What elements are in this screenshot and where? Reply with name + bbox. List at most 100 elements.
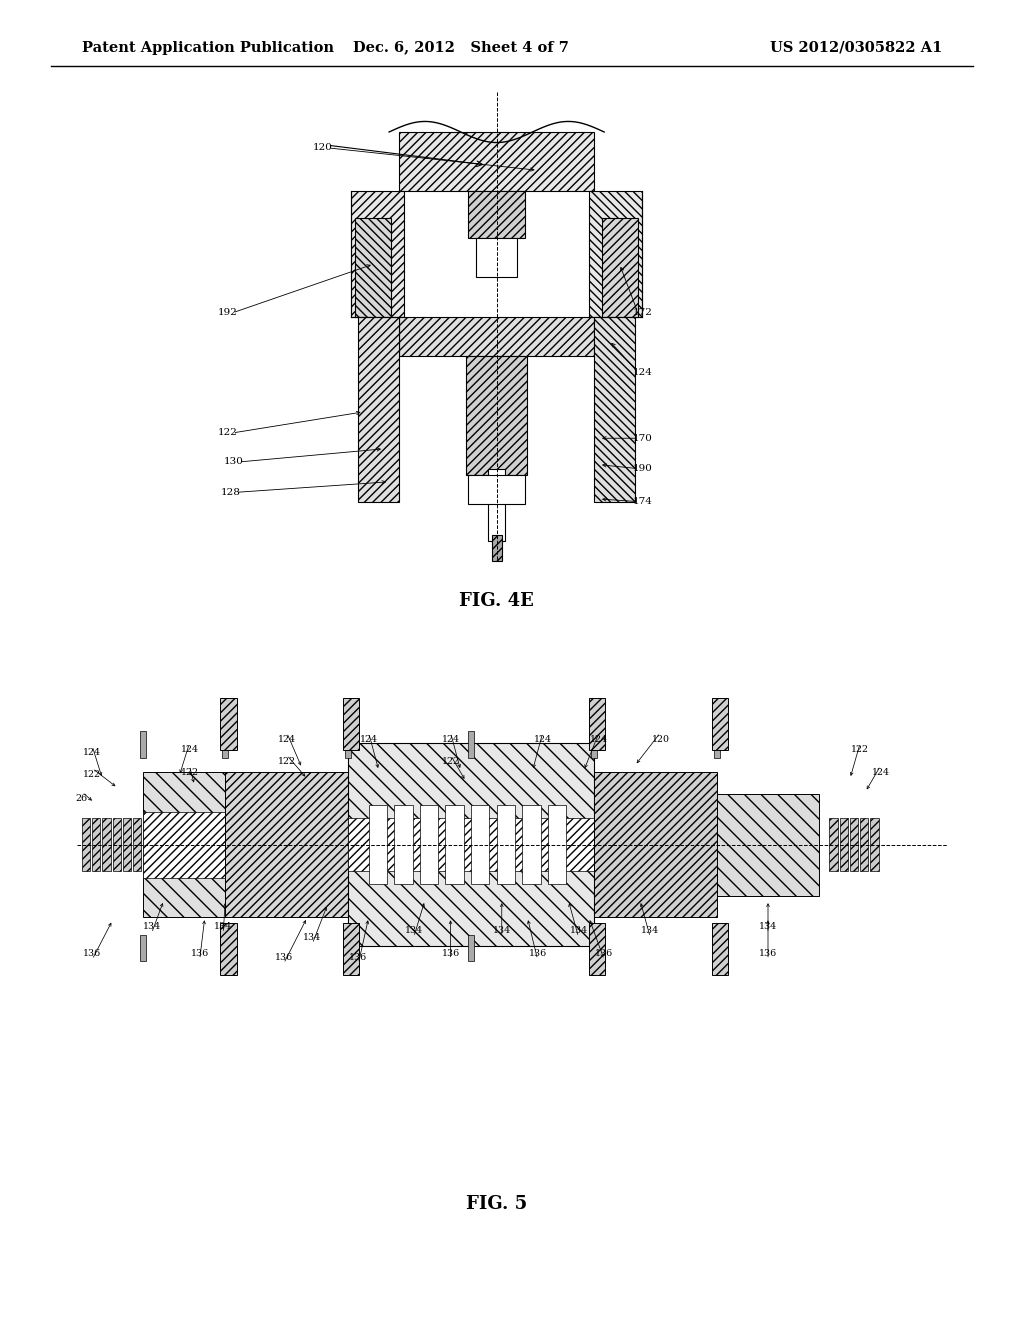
FancyBboxPatch shape xyxy=(220,923,237,975)
Text: 172: 172 xyxy=(633,309,653,317)
Bar xyxy=(870,818,879,871)
Bar xyxy=(123,818,131,871)
Bar xyxy=(394,805,413,884)
Text: 134: 134 xyxy=(759,923,777,931)
Bar xyxy=(468,935,474,961)
Text: 128: 128 xyxy=(220,488,241,496)
Bar xyxy=(102,818,111,871)
Text: 174: 174 xyxy=(633,498,653,506)
Bar xyxy=(497,805,515,884)
Text: 136: 136 xyxy=(441,949,460,957)
Bar xyxy=(471,805,489,884)
FancyBboxPatch shape xyxy=(468,191,525,238)
FancyBboxPatch shape xyxy=(351,191,404,317)
FancyBboxPatch shape xyxy=(717,795,819,895)
Bar xyxy=(345,731,351,758)
FancyBboxPatch shape xyxy=(358,317,399,502)
Text: 124: 124 xyxy=(441,735,460,743)
Text: 122: 122 xyxy=(83,771,101,779)
FancyBboxPatch shape xyxy=(355,218,391,317)
Text: 120: 120 xyxy=(651,735,670,743)
FancyBboxPatch shape xyxy=(399,132,594,191)
Bar xyxy=(591,731,597,758)
FancyBboxPatch shape xyxy=(225,772,348,917)
Text: 192: 192 xyxy=(217,309,238,317)
Text: 122: 122 xyxy=(180,768,199,776)
Text: 134: 134 xyxy=(569,927,588,935)
Bar xyxy=(840,818,848,871)
Bar xyxy=(488,469,505,541)
Text: 136: 136 xyxy=(190,949,209,957)
Text: 124: 124 xyxy=(534,735,552,743)
Bar xyxy=(345,935,351,961)
Text: 124: 124 xyxy=(278,735,296,743)
Text: 170: 170 xyxy=(633,434,653,442)
Bar xyxy=(222,731,228,758)
Bar xyxy=(82,818,90,871)
FancyBboxPatch shape xyxy=(589,191,642,317)
Text: 136: 136 xyxy=(528,949,547,957)
FancyBboxPatch shape xyxy=(602,218,638,317)
Bar xyxy=(714,731,720,758)
Bar xyxy=(420,805,438,884)
Bar xyxy=(468,475,525,504)
Bar xyxy=(522,805,541,884)
Text: 136: 136 xyxy=(349,953,368,961)
Text: 122: 122 xyxy=(278,758,296,766)
FancyBboxPatch shape xyxy=(594,772,717,917)
Bar xyxy=(92,818,100,871)
FancyBboxPatch shape xyxy=(399,317,594,356)
FancyBboxPatch shape xyxy=(589,697,605,750)
Bar xyxy=(860,818,868,871)
FancyBboxPatch shape xyxy=(594,317,635,502)
Bar xyxy=(445,805,464,884)
Text: 124: 124 xyxy=(180,746,199,754)
Bar xyxy=(222,935,228,961)
Text: 134: 134 xyxy=(641,927,659,935)
Text: Patent Application Publication: Patent Application Publication xyxy=(82,41,334,54)
Bar xyxy=(476,238,517,277)
FancyBboxPatch shape xyxy=(712,697,728,750)
Bar xyxy=(468,731,474,758)
FancyBboxPatch shape xyxy=(466,356,527,475)
Bar xyxy=(140,935,146,961)
Text: 134: 134 xyxy=(214,923,232,931)
Bar xyxy=(113,818,121,871)
Text: 134: 134 xyxy=(303,933,322,941)
Bar xyxy=(829,818,838,871)
Bar xyxy=(133,818,141,871)
Text: FIG. 5: FIG. 5 xyxy=(466,1195,527,1213)
Text: 124: 124 xyxy=(590,735,608,743)
FancyBboxPatch shape xyxy=(348,818,594,871)
Text: 26: 26 xyxy=(76,795,88,803)
Text: US 2012/0305822 A1: US 2012/0305822 A1 xyxy=(770,41,942,54)
Text: 120: 120 xyxy=(312,144,333,152)
Text: 124: 124 xyxy=(871,768,890,776)
FancyBboxPatch shape xyxy=(343,697,359,750)
Bar xyxy=(140,731,146,758)
FancyBboxPatch shape xyxy=(220,697,237,750)
Bar xyxy=(369,805,387,884)
Text: 124: 124 xyxy=(359,735,378,743)
Text: 136: 136 xyxy=(83,949,101,957)
Text: 134: 134 xyxy=(404,927,423,935)
FancyBboxPatch shape xyxy=(343,923,359,975)
Text: FIG. 4E: FIG. 4E xyxy=(460,591,534,610)
FancyBboxPatch shape xyxy=(589,923,605,975)
Text: Dec. 6, 2012   Sheet 4 of 7: Dec. 6, 2012 Sheet 4 of 7 xyxy=(353,41,568,54)
Text: 130: 130 xyxy=(223,458,244,466)
Text: 124: 124 xyxy=(83,748,101,756)
Bar xyxy=(591,935,597,961)
Text: 134: 134 xyxy=(142,923,161,931)
Text: 136: 136 xyxy=(274,953,293,961)
Text: 136: 136 xyxy=(595,949,613,957)
FancyBboxPatch shape xyxy=(143,772,225,917)
Text: 136: 136 xyxy=(759,949,777,957)
Text: 122: 122 xyxy=(441,758,460,766)
Text: 122: 122 xyxy=(217,429,238,437)
FancyBboxPatch shape xyxy=(712,923,728,975)
FancyBboxPatch shape xyxy=(143,812,225,878)
Bar xyxy=(714,935,720,961)
Text: 124: 124 xyxy=(633,368,653,376)
Bar xyxy=(548,805,566,884)
